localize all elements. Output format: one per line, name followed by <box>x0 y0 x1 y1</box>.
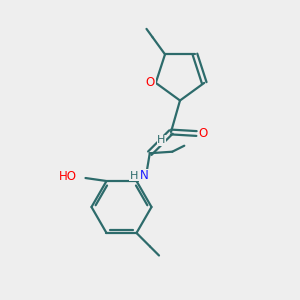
Text: H: H <box>130 171 138 181</box>
Text: H: H <box>157 135 166 146</box>
Text: O: O <box>199 127 208 140</box>
Text: HO: HO <box>58 170 76 183</box>
Text: N: N <box>140 169 148 182</box>
Text: O: O <box>146 76 155 89</box>
